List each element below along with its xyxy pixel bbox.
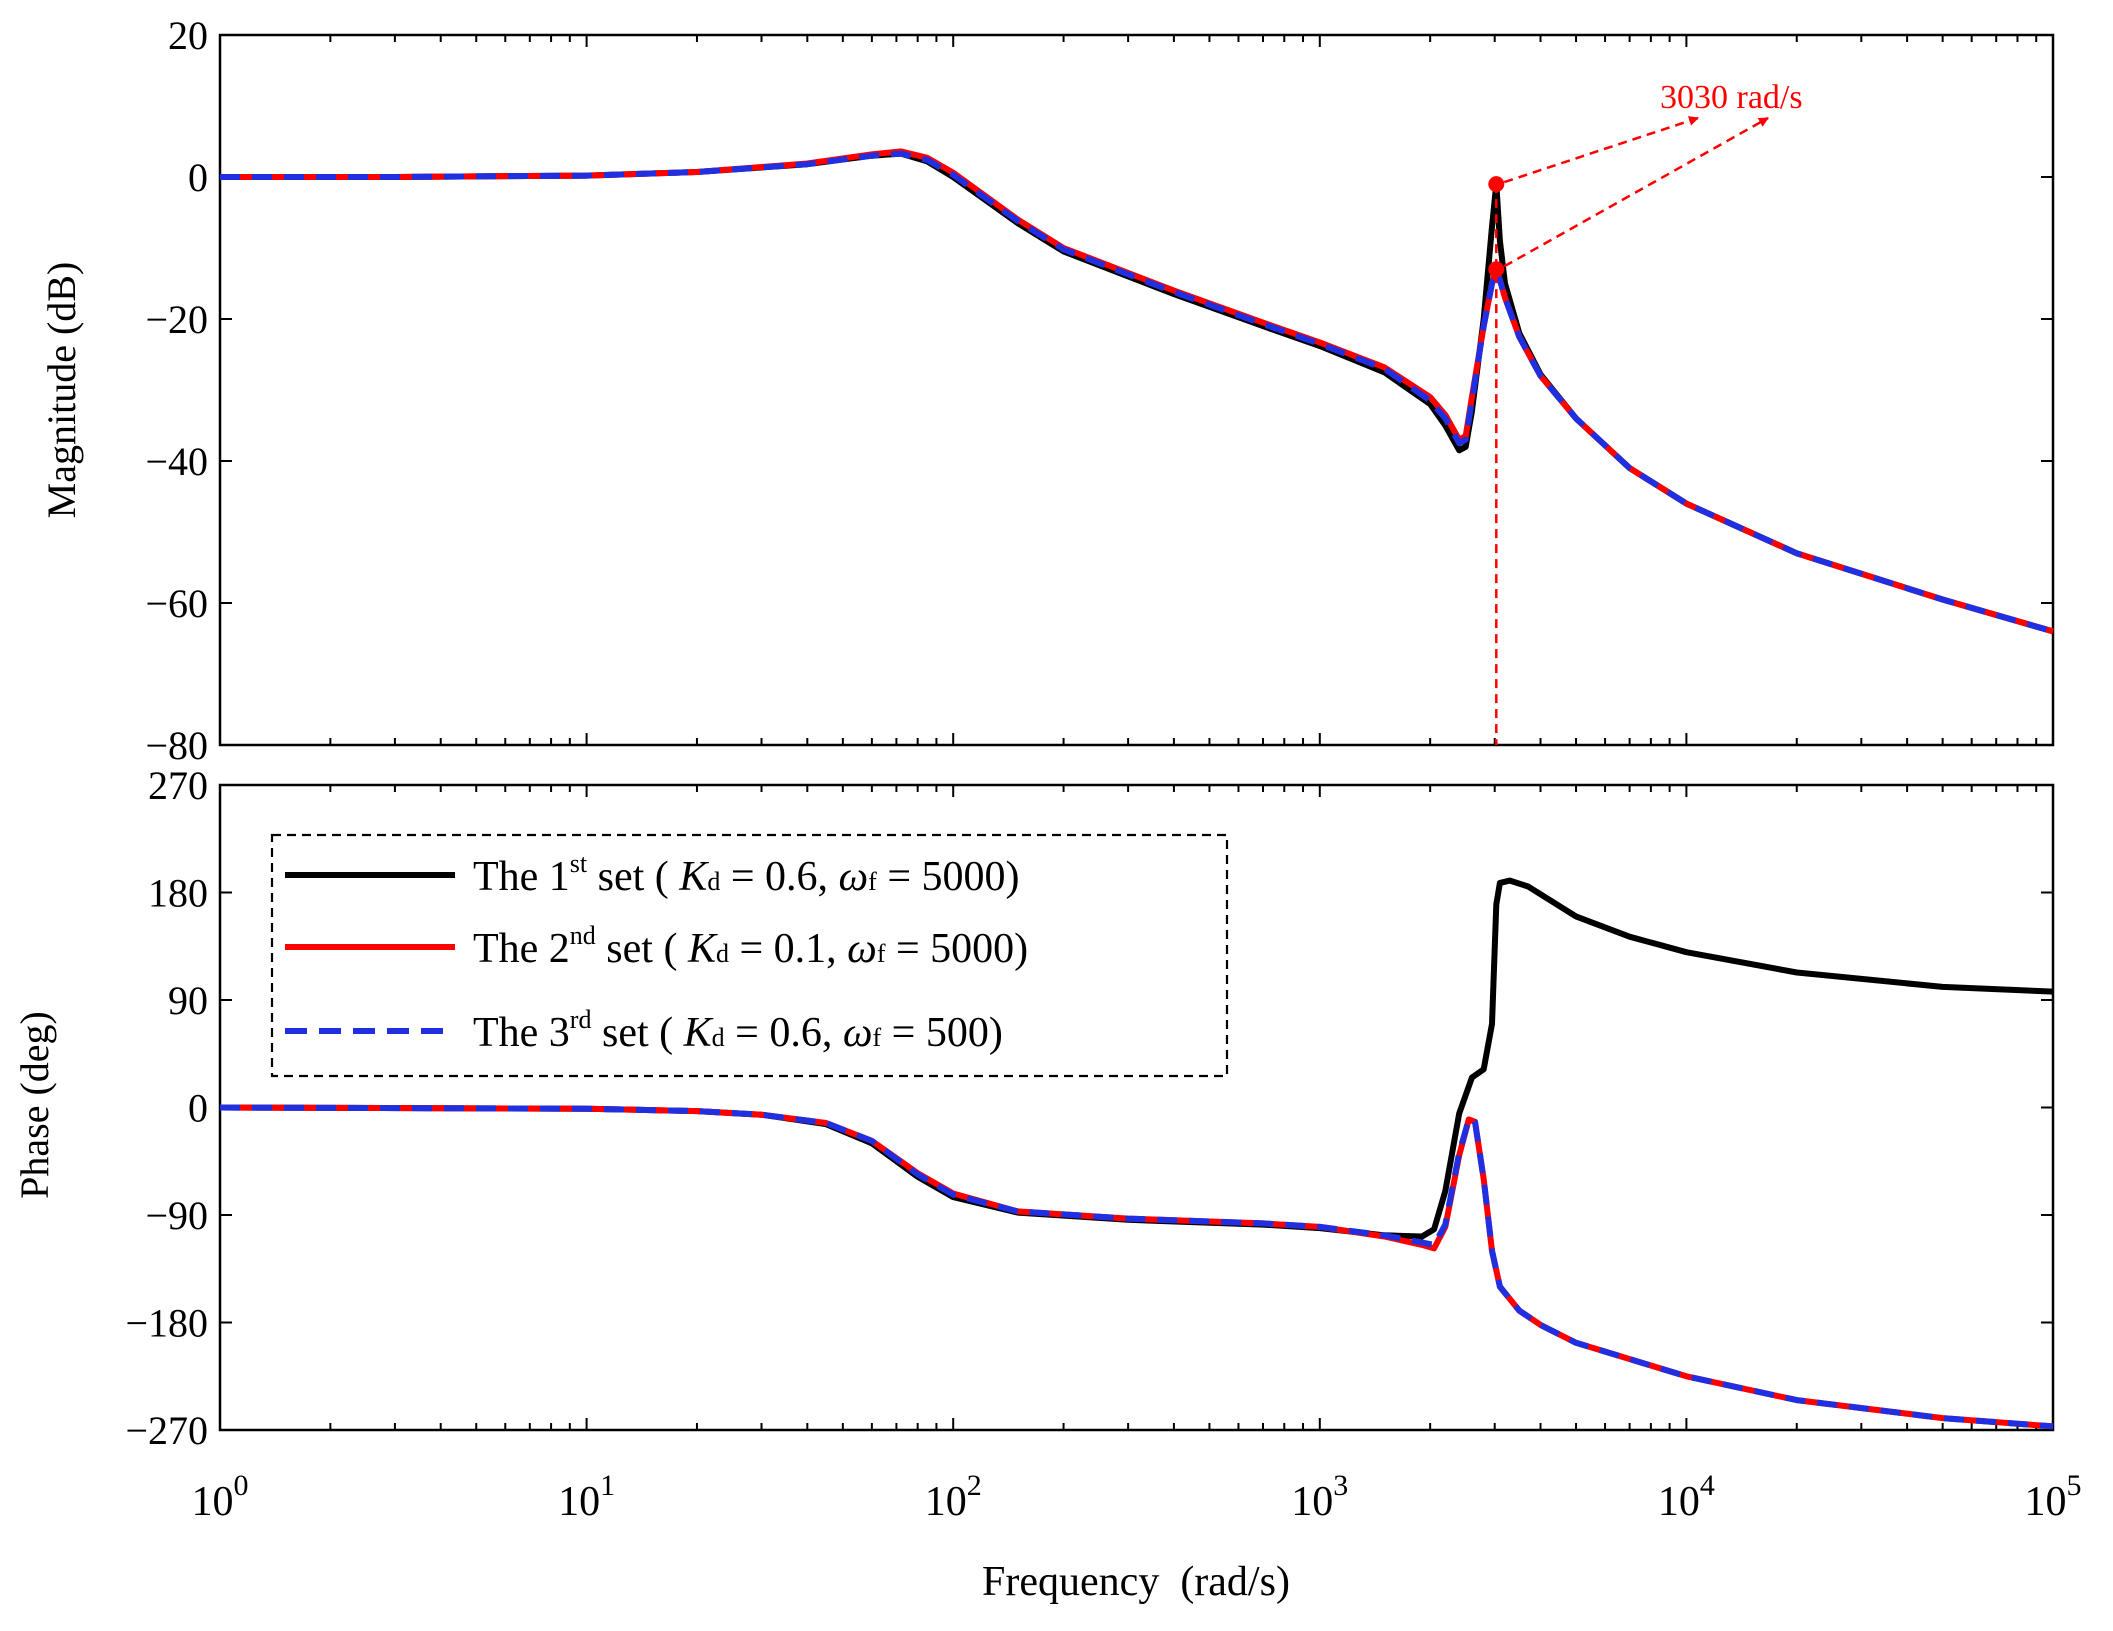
magnitude-series-3: [220, 150, 2054, 635]
x-tick-label: 104: [1658, 1469, 1715, 1525]
legend: The 1st set ( Kd = 0.6, ωf = 5000) The 2…: [270, 833, 1229, 1078]
phase-series-2: [219, 1104, 2054, 1430]
magnitude-series-1: [220, 150, 2054, 635]
legend-label-1: The 1st set ( Kd = 0.6, ωf = 5000): [473, 849, 1020, 900]
magnitude-x-ticks: [219, 35, 2054, 745]
legend-label-3: The 3rd set ( Kd = 0.6, ωf = 500): [473, 1005, 1003, 1056]
x-axis-label: Frequency (rad/s): [982, 1559, 1290, 1605]
x-tick-label: 103: [1291, 1469, 1348, 1525]
magnitude-axes-frame: [218, 33, 2055, 747]
magnitude-y-tick-label: −40: [145, 439, 208, 484]
legend-entry-1: The 1st set ( Kd = 0.6, ωf = 5000): [285, 849, 1020, 900]
phase-y-tick-label: 90: [168, 978, 208, 1023]
annotation-arrow-upper: [1503, 116, 1699, 184]
magnitude-y-ticks: 20 0 −20 −40 −60 −80: [145, 13, 2053, 768]
legend-label-2: The 2nd set ( Kd = 0.1, ωf = 5000): [473, 921, 1028, 972]
phase-y-tick-label: −90: [145, 1193, 208, 1238]
resonance-annotation: 3030 rad/s: [1488, 79, 1803, 745]
phase-y-tick-label: 180: [148, 871, 208, 916]
phase-y-tick-label: 0: [188, 1086, 208, 1131]
legend-entry-3: The 3rd set ( Kd = 0.6, ωf = 500): [285, 1005, 1003, 1056]
annotation-arrow-lower: [1503, 116, 1769, 268]
phase-y-ticks: 270 180 90 0 −90 −180 −270: [125, 763, 2053, 1453]
magnitude-series-2: [220, 148, 2054, 635]
phase-series-3: [219, 1104, 2054, 1430]
phase-series: [219, 877, 2054, 1430]
magnitude-series: [220, 148, 2054, 635]
phase-y-tick-label: −270: [125, 1408, 208, 1453]
phase-y-label: Phase (deg): [12, 1011, 57, 1199]
magnitude-y-tick-label: 20: [168, 13, 208, 58]
magnitude-y-tick-label: −20: [145, 297, 208, 342]
magnitude-panel: 20 0 −20 −40 −60 −80 Magnitude (dB) 3030 rad/…: [39, 13, 2055, 768]
x-tick-label: 100: [192, 1469, 249, 1525]
x-tick-label: 102: [925, 1469, 982, 1525]
phase-y-tick-label: 270: [148, 763, 208, 808]
phase-x-ticks: 100 101 102 103 104 105: [192, 785, 2082, 1525]
magnitude-y-tick-label: −60: [145, 581, 208, 626]
legend-entry-2: The 2nd set ( Kd = 0.1, ωf = 5000): [285, 921, 1028, 972]
magnitude-y-tick-label: 0: [188, 155, 208, 200]
phase-y-tick-label: −180: [125, 1301, 208, 1346]
x-tick-label: 101: [558, 1469, 615, 1525]
annotation-peak-marker-upper: [1488, 176, 1505, 193]
annotation-peak-marker-lower: [1488, 261, 1505, 278]
x-tick-label: 105: [2025, 1469, 2082, 1525]
annotation-label: 3030 rad/s: [1660, 79, 1803, 116]
magnitude-y-label: Magnitude (dB): [39, 262, 84, 519]
magnitude-y-tick-label: −80: [145, 723, 208, 768]
